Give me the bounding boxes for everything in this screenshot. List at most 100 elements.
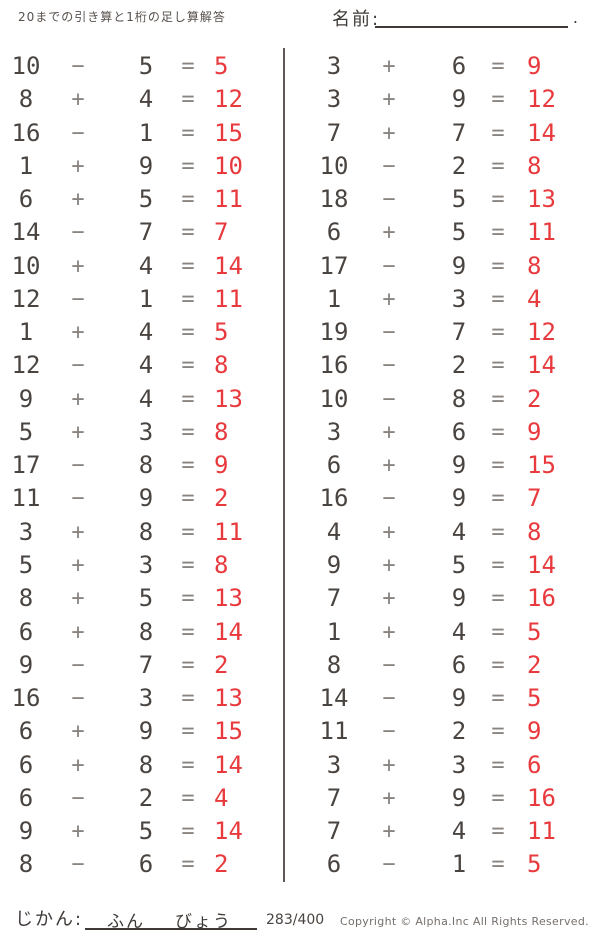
equation-row: 9 +5 = 14 [285,549,600,582]
minutes-label: ふん [107,912,145,932]
equals-sign: = [491,87,505,113]
equals-sign: = [181,719,195,745]
answer: 2 [214,484,229,513]
equation-row: 11 − 2 = 9 [285,715,600,748]
operand-b: 5 [138,185,154,214]
answer: 9 [527,417,542,446]
operand-a: 16 [319,484,349,513]
operand-b: 3 [138,417,154,446]
operand-b: 3 [138,684,154,713]
equation-row: 10 − 8 = 2 [285,383,600,416]
equals-sign: = [181,320,195,346]
equals-sign: = [491,719,505,745]
operand-b: 2 [451,351,467,380]
operand-a: 19 [319,318,349,347]
operand-b: 7 [451,318,467,347]
name-field-area: 名前: . [332,4,582,30]
operand-a: 17 [11,451,41,480]
seconds-label: びょう [175,912,232,932]
equals-sign: = [181,220,195,246]
equation-row: 14 − 9 = 5 [285,682,600,715]
operand-b: 8 [138,517,154,546]
operand-b: 9 [138,484,154,513]
equals-sign: = [491,552,505,578]
name-label: 名前: [332,9,381,30]
operator: + [382,752,396,778]
operand-b: 6 [451,52,467,80]
footer: じかん: ふん びょう 283/400 Copyright © Alpha.In… [0,900,600,938]
equals-sign: = [181,652,195,678]
operator: + [71,552,85,578]
equals-sign: = [491,386,505,412]
operator: + [71,719,85,745]
equation-row: 5 +3 = 8 [0,549,283,582]
equals-sign: = [491,120,505,146]
time-label: じかん: [15,909,84,930]
equation-row: 16 − 2 = 14 [285,349,600,382]
equals-sign: = [491,253,505,279]
operand-b: 6 [138,850,154,879]
operand-b: 6 [451,417,467,446]
equation-row: 5 +3 = 8 [0,416,283,449]
operand-a: 14 [11,218,41,247]
operand-b: 7 [138,218,154,247]
operand-b: 4 [138,318,154,347]
operand-a: 5 [18,417,34,446]
operand-a: 18 [319,185,349,214]
operand-a: 10 [11,52,41,80]
operator: + [71,819,85,845]
answer: 2 [527,650,542,679]
operand-a: 12 [11,351,41,380]
operand-b: 4 [138,251,154,280]
equation-row: 6 +9 = 15 [285,449,600,482]
operand-b: 1 [138,284,154,313]
answer: 16 [527,584,556,613]
equals-sign: = [181,785,195,811]
equals-sign: = [491,519,505,545]
equals-sign: = [181,386,195,412]
equals-sign: = [491,819,505,845]
equals-sign: = [491,220,505,246]
operator: − [382,353,396,379]
equation-row: 16 − 3 = 13 [0,682,283,715]
operator: + [382,619,396,645]
answer: 8 [527,517,542,546]
answer: 9 [527,717,542,746]
equals-sign: = [181,486,195,512]
equals-sign: = [181,519,195,545]
answer: 11 [527,218,556,247]
operator: + [382,220,396,246]
operand-a: 17 [319,251,349,280]
operator: + [71,187,85,213]
equation-row: 10 − 5 = 5 [0,50,283,83]
operand-a: 8 [18,584,34,613]
operand-a: 5 [18,550,34,579]
answer: 7 [527,484,542,513]
equation-row: 17 − 9 = 8 [285,250,600,283]
operand-b: 9 [138,717,154,746]
operand-a: 7 [326,783,342,812]
time-input-line[interactable]: ふん びょう [85,902,257,932]
problems-column-right: 3 +6 = 9 3 +9 = 12 7 +7 = 14 10−2 = 8 18−5 = 13 6 +5 = 11 17−9… [285,50,600,882]
answer: 5 [527,684,542,713]
operand-a: 1 [326,284,342,313]
operand-a: 8 [18,85,34,114]
copyright-text: Copyright © Alpha.Inc All Rights Reserve… [340,915,589,928]
equals-sign: = [181,87,195,113]
equation-row: 6 +9 = 15 [0,715,283,748]
operand-b: 9 [451,251,467,280]
answer: 11 [214,284,243,313]
operator: − [382,686,396,712]
operand-a: 7 [326,118,342,147]
equals-sign: = [181,419,195,445]
answer: 15 [527,451,556,480]
operator: + [71,253,85,279]
operand-a: 6 [18,185,34,214]
equals-sign: = [181,353,195,379]
operand-b: 9 [451,783,467,812]
name-input-line[interactable] [375,4,568,28]
equation-row: 9 − 7 = 2 [0,649,283,682]
answer: 5 [214,318,229,347]
equals-sign: = [491,353,505,379]
operand-a: 3 [326,52,342,80]
